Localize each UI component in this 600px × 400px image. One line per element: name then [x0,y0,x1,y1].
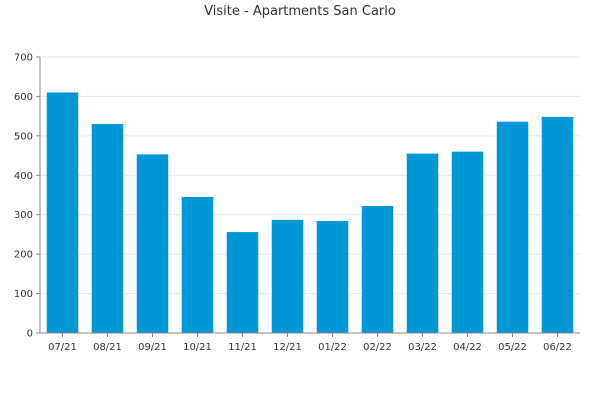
x-tick-label: 03/22 [408,342,437,353]
x-tick-label: 12/21 [273,342,302,353]
x-tick-label: 07/21 [48,342,77,353]
y-tick-label: 100 [14,289,33,300]
y-axis-ticks: 0 100 200 300 400 500 600 700 [14,53,40,340]
x-tick-label: 09/21 [138,342,167,353]
axes [39,57,580,334]
x-tick-label: 08/21 [93,342,122,353]
y-tick-label: 0 [27,329,33,340]
bar-04-22 [451,151,484,333]
y-tick-label: 600 [14,92,33,103]
bar-02-22 [361,206,394,333]
y-tick-label: 500 [14,131,33,142]
chart-title: Visite - Apartments San Carlo [204,4,396,19]
bar-07-21 [46,92,79,333]
bars [46,92,574,334]
y-tick-label: 200 [14,250,33,261]
x-axis-ticks: 07/21 08/21 09/21 10/21 11/21 12/21 01/22 02/22… [48,333,572,353]
bar-03-22 [406,153,439,333]
x-tick-label: 11/21 [228,342,257,353]
y-tick-label: 300 [14,210,33,221]
x-tick-label: 05/22 [498,342,527,353]
x-tick-label: 01/22 [318,342,347,353]
bar-09-21 [136,154,169,333]
y-tick-label: 400 [14,171,33,182]
x-tick-label: 02/22 [363,342,392,353]
y-tick-label: 700 [14,53,33,64]
bar-08-21 [91,124,124,334]
bar-01-22 [316,221,349,333]
grid-lines [40,56,580,295]
x-tick-label: 04/22 [453,342,482,353]
bar-10-21 [181,196,214,333]
bar-05-22 [496,121,529,333]
bar-06-22 [541,116,574,333]
bar-11-21 [226,232,259,333]
x-tick-label: 10/21 [183,342,212,353]
bar-12-21 [271,219,304,333]
x-tick-label: 06/22 [543,342,572,353]
